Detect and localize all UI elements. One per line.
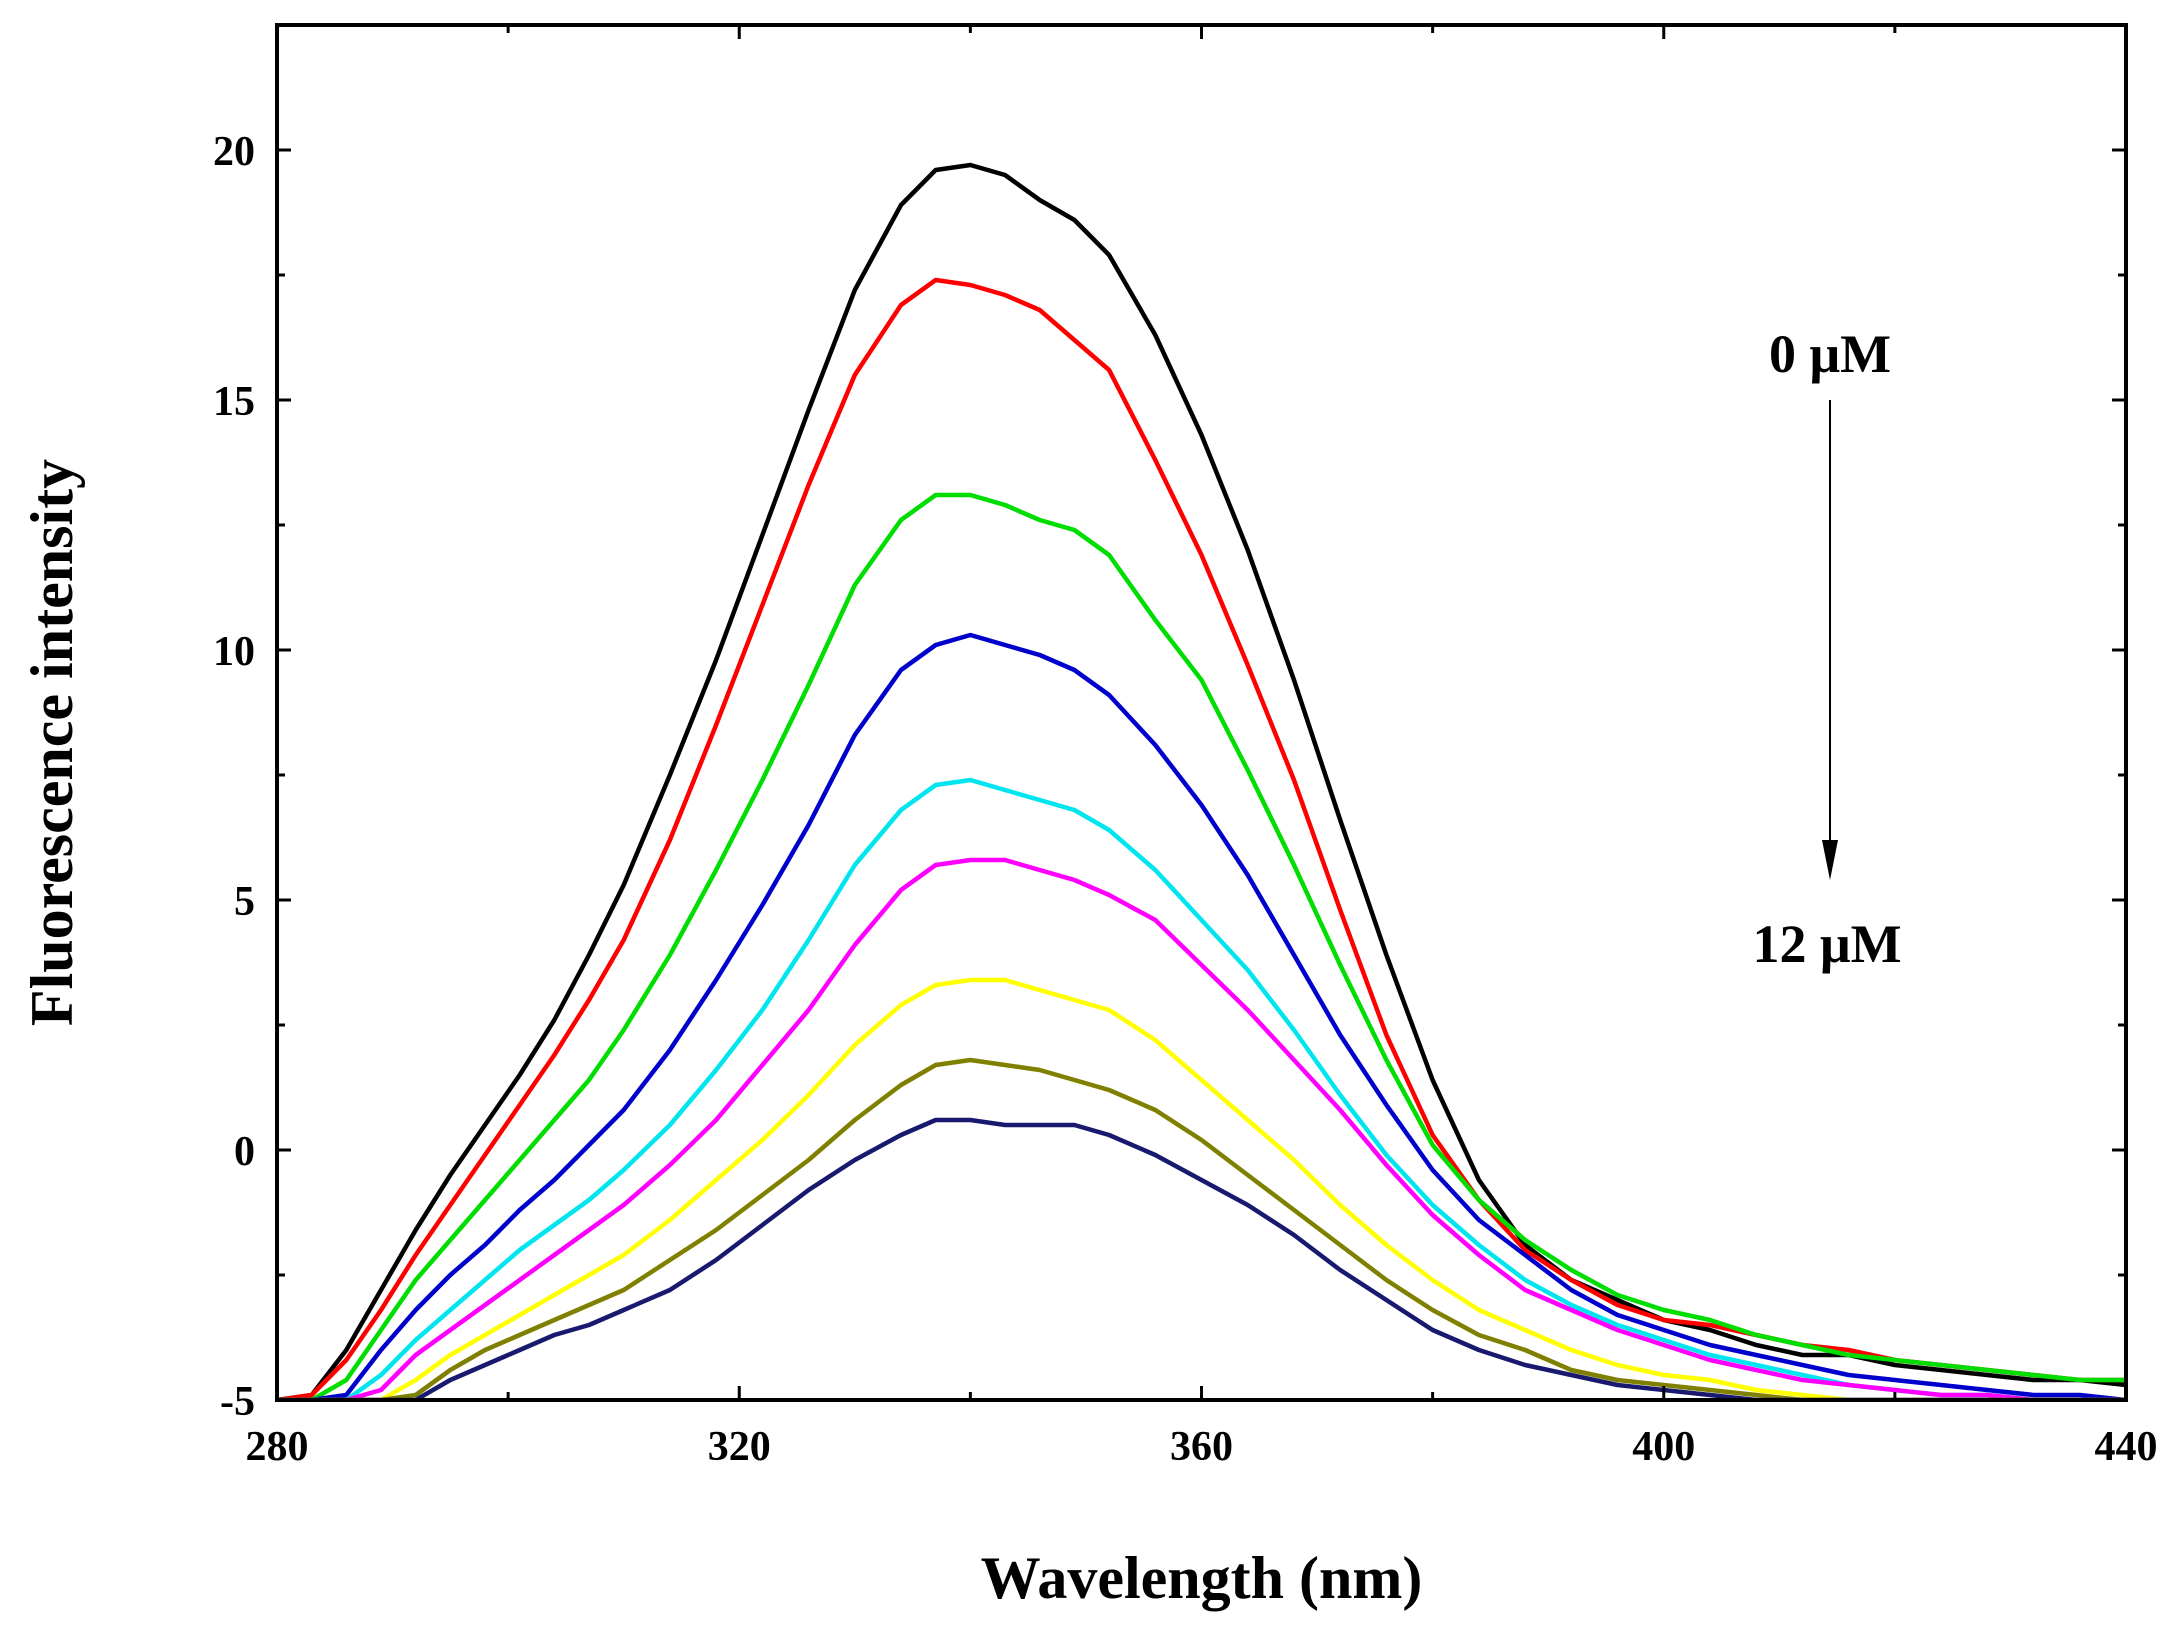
annotation-arrow-head [1822,840,1838,880]
x-tick-label: 280 [246,1424,309,1470]
series-line-4 [277,632,2126,1400]
x-tick-label: 440 [2095,1424,2158,1470]
ticks-layer [275,25,2128,1402]
series-line-3 [277,492,2126,1400]
y-tick-label: 20 [213,129,255,175]
series-line-7 [277,977,2126,1400]
series-line-6 [277,857,2126,1400]
tick-labels-layer: 280 320 360 400 440 -5 0 5 10 15 20 [213,129,2158,1470]
y-tick-label: 10 [213,629,255,675]
y-axis-title: Fluorescence intensity [19,459,85,1026]
y-tick-label: -5 [220,1379,255,1425]
annotation-bottom-label: 12 μM [1752,914,1901,974]
series-line-5 [277,777,2126,1400]
plot-frame [275,23,2128,1402]
series-line-1 [277,162,2126,1400]
x-tick-label: 400 [1632,1424,1695,1470]
y-tick-label: 0 [234,1129,255,1175]
x-tick-label: 360 [1170,1424,1233,1470]
y-tick-label: 15 [213,379,255,425]
series-line-2 [277,277,2126,1400]
series-layer [277,162,2126,1400]
annotation-top-label: 0 μM [1769,324,1891,384]
y-tick-label: 5 [234,879,255,925]
series-line-9 [277,1117,2126,1400]
x-tick-label: 320 [708,1424,771,1470]
x-axis-title: Wavelength (nm) [981,1545,1423,1611]
